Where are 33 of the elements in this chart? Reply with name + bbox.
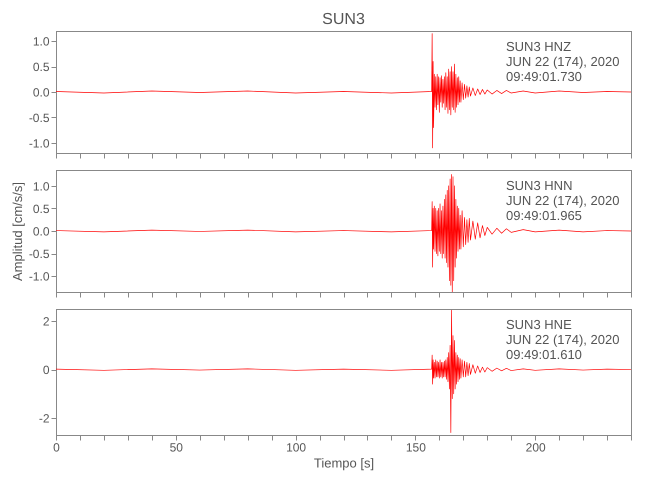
x-tick-label: 200 (526, 440, 546, 454)
y-tick-label: 1.0 (32, 179, 50, 194)
y-tick-label: -2 (38, 412, 50, 426)
x-tick-label: 0 (53, 440, 60, 454)
annotation: 09:49:01.730 (506, 69, 582, 84)
annotation: SUN3 HNE (506, 317, 572, 332)
annotation: 09:49:01.610 (506, 347, 582, 362)
annotation: 09:49:01.965 (506, 208, 582, 223)
x-tick-label: 50 (170, 440, 184, 454)
line-series (56, 174, 631, 292)
annotation: JUN 22 (174), 2020 (506, 193, 620, 208)
y-tick-label: -1.0 (28, 136, 50, 150)
y-tick-label: -0.5 (28, 110, 50, 125)
y-axis-title: Amplitud [cm/s/s] (10, 182, 25, 281)
annotation: JUN 22 (174), 2020 (506, 54, 620, 69)
y-tick-label: -1.0 (28, 270, 50, 284)
y-tick-label: 1.0 (32, 34, 50, 49)
y-tick-label: 0.0 (32, 86, 50, 100)
annotation: JUN 22 (174), 2020 (506, 332, 620, 347)
x-axis-title: Tiempo [s] (314, 456, 374, 470)
x-tick-label: 100 (286, 440, 306, 454)
line-series (56, 310, 631, 433)
y-tick-label: 0.5 (32, 202, 50, 216)
y-tick-label: 0.5 (32, 60, 50, 74)
x-tick-label: 150 (406, 440, 426, 454)
line-series (56, 33, 631, 148)
annotation: SUN3 HNZ (506, 39, 572, 54)
chart-title: SUN3 (322, 11, 365, 28)
annotation: SUN3 HNN (506, 178, 572, 193)
y-tick-label: -0.5 (28, 247, 50, 262)
y-tick-label: 0 (42, 363, 50, 378)
y-tick-label: 2 (42, 314, 50, 329)
y-tick-label: 0.0 (32, 224, 50, 238)
